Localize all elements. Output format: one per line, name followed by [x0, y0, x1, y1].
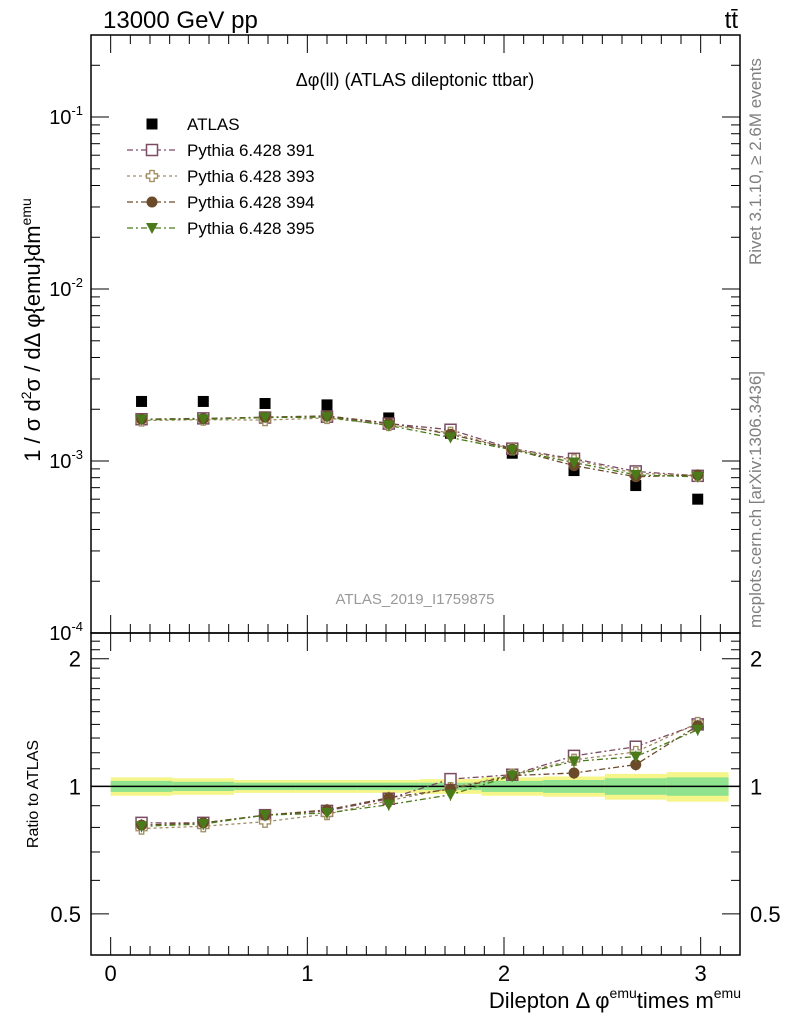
- legend: ATLAS Pythia 6.428 391 Pythia 6.428 393 Pyt…: [127, 115, 315, 238]
- main-series-line: [141, 416, 698, 477]
- main-series-line: [141, 417, 698, 477]
- ratio-y-tick-label: 1: [69, 774, 81, 799]
- analysis-watermark: ATLAS_2019_I1759875: [335, 591, 494, 608]
- ratio-series-line: [141, 723, 698, 824]
- mc-data-point: [506, 444, 519, 456]
- header-right: tt̄: [725, 7, 739, 34]
- ratio-series-line: [141, 722, 698, 830]
- mc-data-point: [321, 412, 333, 424]
- ratio-data-point: [135, 821, 148, 833]
- ratio-data-point: [444, 789, 457, 801]
- x-tick-label: 3: [695, 961, 707, 986]
- main-y-tick-label: 10-3: [49, 447, 83, 473]
- main-panel: 10-4 10-3 10-2 10-1 Δφ(ll) (ATLAS dileptoni…: [18, 34, 741, 645]
- mc-data-point: [568, 457, 581, 469]
- x-axis-ticks: 0 1 2 3: [105, 35, 721, 986]
- atlas-data-point: [136, 395, 148, 407]
- ratio-data-point: [321, 808, 333, 820]
- ratio-y-tick-label-right: 1: [750, 774, 762, 799]
- svg-text:1 / σ d2σ / dΔ φ{emu}dmemu: 1 / σ d2σ / dΔ φ{emu}dmemu: [18, 198, 45, 462]
- ratio-series-line: [141, 725, 699, 826]
- mc-data-point: [382, 420, 395, 432]
- atlas-data-point: [259, 397, 271, 409]
- ratio-series-lines: [141, 722, 699, 830]
- ratio-data-point: [259, 810, 272, 822]
- legend-marker: [145, 143, 159, 157]
- ratio-data-point: [630, 759, 642, 771]
- legend-label: Pythia 6.428 394: [187, 193, 315, 212]
- x-tick-label: 2: [498, 961, 510, 986]
- main-series-points: [135, 395, 704, 505]
- rivet-label: Rivet 3.1.10, ≥ 2.6M events: [746, 58, 765, 265]
- main-y-tick-label: 10-4: [49, 619, 83, 645]
- main-series-lines: [141, 415, 698, 478]
- x-axis-label: Dilepton Δ φemutimes memu: [489, 985, 741, 1013]
- ratio-series-points: [135, 716, 704, 835]
- ratio-data-point: [568, 756, 581, 768]
- legend-label: ATLAS: [187, 115, 240, 134]
- ratio-data-point: [506, 770, 519, 782]
- ratio-y-tick-label-right: 2: [750, 647, 762, 672]
- mc-data-point: [259, 412, 272, 424]
- ratio-panel: 0.5 0.5 1 1 2 2 0 1 2 3 Ratio to ATLAS Dilepton …: [25, 35, 781, 1013]
- legend-marker: [146, 223, 158, 234]
- ratio-frame: [90, 632, 741, 956]
- ratio-y-ticks: 0.5 0.5 1 1 2 2: [50, 632, 781, 956]
- ratio-y-tick-label: 0.5: [50, 902, 81, 927]
- main-y-tick-label: 10-1: [49, 103, 83, 129]
- atlas-data-point: [197, 395, 209, 407]
- x-tick-label: 1: [301, 961, 313, 986]
- mc-data-point: [444, 432, 457, 444]
- x-tick-label: 0: [105, 961, 117, 986]
- ratio-data-point: [382, 799, 395, 811]
- mc-data-point: [691, 471, 704, 483]
- legend-label: Pythia 6.428 395: [187, 219, 315, 238]
- ratio-y-tick-label: 2: [69, 647, 81, 672]
- legend-marker: [146, 196, 158, 208]
- ratio-y-tick-label-right: 0.5: [750, 902, 781, 927]
- ratio-data-point: [629, 751, 642, 763]
- mc-data-point: [629, 469, 642, 481]
- atlas-data-point: [321, 399, 333, 411]
- atlas-data-point: [692, 493, 704, 505]
- header-left: 13000 GeV pp: [103, 7, 258, 34]
- ratio-data-point: [568, 767, 580, 779]
- main-y-ticks: 10-4 10-3 10-2 10-1: [49, 64, 740, 645]
- legend-label: Pythia 6.428 393: [187, 167, 315, 186]
- ratio-y-axis-label: Ratio to ATLAS: [25, 740, 42, 848]
- main-series-line: [141, 416, 698, 478]
- legend-label: Pythia 6.428 391: [187, 141, 315, 160]
- atlas-data-point: [630, 480, 642, 492]
- mcplots-label: mcplots.cern.ch [arXiv:1306.3436]: [746, 371, 765, 628]
- main-y-axis-label: 1 / σ d2σ / dΔ φ{emu}dmemu: [18, 198, 45, 462]
- svg-text:Dilepton Δ φemutimes memu: Dilepton Δ φemutimes memu: [489, 985, 741, 1013]
- legend-marker: [145, 169, 159, 183]
- main-y-tick-label: 10-2: [49, 275, 83, 301]
- ratio-data-point: [197, 818, 210, 830]
- mc-data-point: [197, 414, 210, 426]
- ratio-data-point: [691, 724, 704, 736]
- mc-data-point: [135, 414, 148, 426]
- legend-marker: [146, 118, 158, 130]
- main-title: Δφ(ll) (ATLAS dileptonic ttbar): [296, 70, 534, 90]
